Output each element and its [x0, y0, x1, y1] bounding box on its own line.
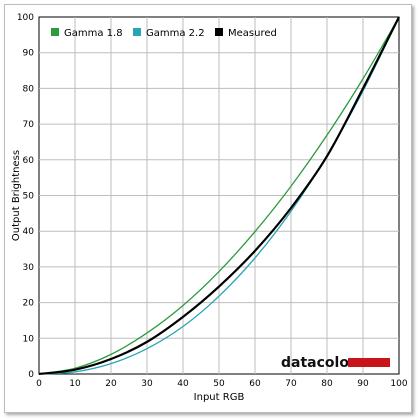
x-axis-title: Input RGB	[194, 392, 245, 403]
series-line-1	[38, 16, 400, 375]
grid	[39, 17, 399, 374]
brand-name: datacolor	[281, 355, 356, 371]
legend-swatch	[133, 28, 141, 36]
x-tick-label: 30	[141, 379, 153, 389]
x-tick-label: 60	[249, 379, 261, 389]
x-axis-ticks: 0 10 20 30 40 50 60 70 80 90 100	[36, 379, 408, 389]
x-tick-label: 100	[390, 379, 407, 389]
x-tick-label: 40	[177, 379, 189, 389]
y-tick-label: 40	[23, 227, 35, 237]
x-tick-label: 50	[213, 379, 225, 389]
y-tick-label: 70	[23, 120, 35, 130]
y-tick-label: 90	[23, 49, 35, 59]
y-tick-label: 80	[23, 84, 35, 94]
legend-label: Gamma 2.2	[146, 28, 205, 39]
y-tick-label: 30	[23, 263, 35, 273]
legend-swatch	[215, 28, 223, 36]
legend-label: Gamma 1.8	[64, 28, 123, 39]
series-lines	[38, 16, 400, 376]
y-tick-label: 100	[17, 13, 34, 23]
x-tick-label: 80	[321, 379, 333, 389]
y-tick-label: 0	[28, 370, 34, 380]
y-axis-ticks: 0 10 20 30 40 50 60 70 80 90 100	[17, 13, 34, 380]
legend-swatch	[51, 28, 59, 36]
y-tick-label: 60	[23, 156, 35, 166]
x-tick-label: 20	[105, 379, 117, 389]
x-tick-label: 0	[36, 379, 42, 389]
series-line-3	[38, 16, 400, 376]
gamma-chart: 0 10 20 30 40 50 60 70 80 90 100 0 10 20 30 40 50 60 70 80…	[11, 13, 408, 403]
y-tick-label: 10	[23, 334, 35, 344]
legend: Gamma 1.8 Gamma 2.2 Measured	[51, 28, 277, 39]
legend-label: Measured	[228, 28, 277, 39]
x-tick-label: 70	[285, 379, 297, 389]
datacolor-logo: datacolor	[281, 355, 390, 371]
x-tick-label: 90	[357, 379, 369, 389]
chart-frame: 0 10 20 30 40 50 60 70 80 90 100 0 10 20 30 40 50 60 70 80…	[4, 4, 412, 413]
y-axis-title: Output Brightness	[11, 150, 22, 241]
y-tick-label: 50	[23, 192, 35, 202]
x-tick-label: 10	[69, 379, 81, 389]
y-tick-label: 20	[23, 299, 35, 309]
brand-red-bar	[348, 358, 390, 367]
